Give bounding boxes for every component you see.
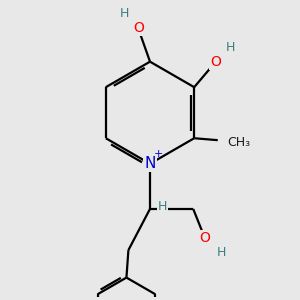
Text: H: H: [120, 7, 129, 20]
Text: +: +: [154, 149, 163, 159]
Text: O: O: [133, 21, 144, 35]
Text: H: H: [217, 246, 226, 259]
Text: O: O: [200, 231, 210, 245]
Text: H: H: [158, 200, 167, 213]
Text: O: O: [210, 55, 221, 69]
Text: H: H: [226, 41, 236, 54]
Text: N: N: [144, 156, 156, 171]
Text: CH₃: CH₃: [228, 136, 251, 148]
